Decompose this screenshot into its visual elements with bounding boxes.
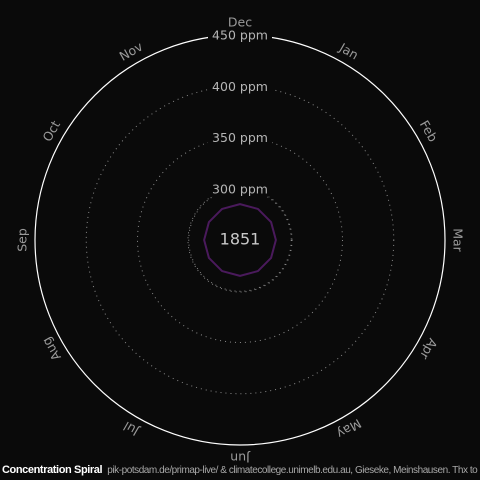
series-layer	[203, 203, 277, 277]
ring-400	[85, 85, 395, 395]
ring-inner-dotted	[187, 187, 293, 293]
month-label-jul: Jul	[121, 419, 142, 440]
ring-label-350: 350 ppm	[212, 130, 268, 145]
ring-label-300: 300 ppm	[212, 181, 268, 196]
ring-label-bg-300	[208, 180, 272, 197]
month-label-apr: Apr	[416, 336, 440, 363]
month-label-mar: Mar	[451, 228, 466, 252]
series-line-1851	[203, 203, 277, 277]
month-label-jan: Jan	[336, 39, 361, 62]
ring-label-bg-350	[208, 129, 272, 146]
month-label-jun: Jun	[230, 451, 251, 466]
ring-label-400: 400 ppm	[212, 79, 268, 94]
ring-label-bg-450	[208, 27, 272, 43]
month-label-oct: Oct	[39, 118, 63, 144]
ring-300	[188, 188, 292, 292]
month-label-dec: Dec	[228, 15, 252, 30]
chart-credits: pik-potsdam.de/primap-live/ & climatecol…	[107, 465, 478, 476]
footer: Concentration Spiral pik-potsdam.de/prim…	[2, 461, 478, 478]
month-label-feb: Feb	[417, 118, 441, 145]
year-label: 1851	[220, 230, 261, 249]
ring-labels-layer: 300 ppm 350 ppm 400 ppm 450 ppm	[208, 27, 272, 197]
ring-label-bg-400	[208, 78, 272, 95]
month-label-sep: Sep	[15, 228, 30, 252]
chart-title: Concentration Spiral	[2, 464, 103, 476]
ring-label-450: 450 ppm	[212, 28, 268, 43]
ring-350	[137, 137, 343, 343]
